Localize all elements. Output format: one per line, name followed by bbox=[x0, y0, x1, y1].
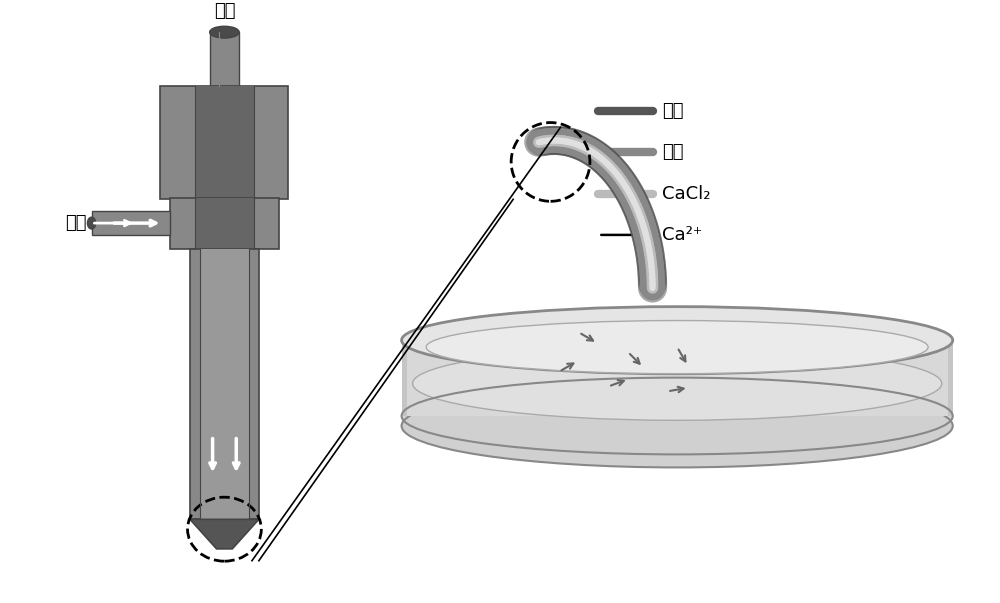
Text: 壳液: 壳液 bbox=[662, 102, 684, 120]
FancyBboxPatch shape bbox=[200, 248, 249, 519]
Ellipse shape bbox=[87, 217, 96, 229]
FancyBboxPatch shape bbox=[160, 86, 288, 200]
Ellipse shape bbox=[210, 27, 239, 38]
Ellipse shape bbox=[402, 384, 953, 467]
Text: Ca²⁺: Ca²⁺ bbox=[662, 226, 703, 244]
FancyBboxPatch shape bbox=[170, 198, 279, 248]
Text: 芜液: 芜液 bbox=[662, 144, 684, 161]
Ellipse shape bbox=[426, 321, 928, 374]
Ellipse shape bbox=[413, 347, 942, 420]
Ellipse shape bbox=[402, 377, 953, 455]
Text: 壳液: 壳液 bbox=[65, 214, 87, 232]
Polygon shape bbox=[402, 340, 407, 416]
Polygon shape bbox=[402, 340, 953, 416]
FancyBboxPatch shape bbox=[190, 248, 259, 519]
FancyBboxPatch shape bbox=[92, 211, 170, 235]
Ellipse shape bbox=[402, 307, 953, 374]
Text: 芜液: 芜液 bbox=[214, 2, 235, 21]
Polygon shape bbox=[948, 340, 953, 416]
Polygon shape bbox=[190, 519, 259, 549]
FancyBboxPatch shape bbox=[195, 86, 254, 200]
Text: CaCl₂: CaCl₂ bbox=[662, 185, 711, 203]
FancyBboxPatch shape bbox=[195, 198, 254, 248]
FancyBboxPatch shape bbox=[210, 32, 239, 86]
